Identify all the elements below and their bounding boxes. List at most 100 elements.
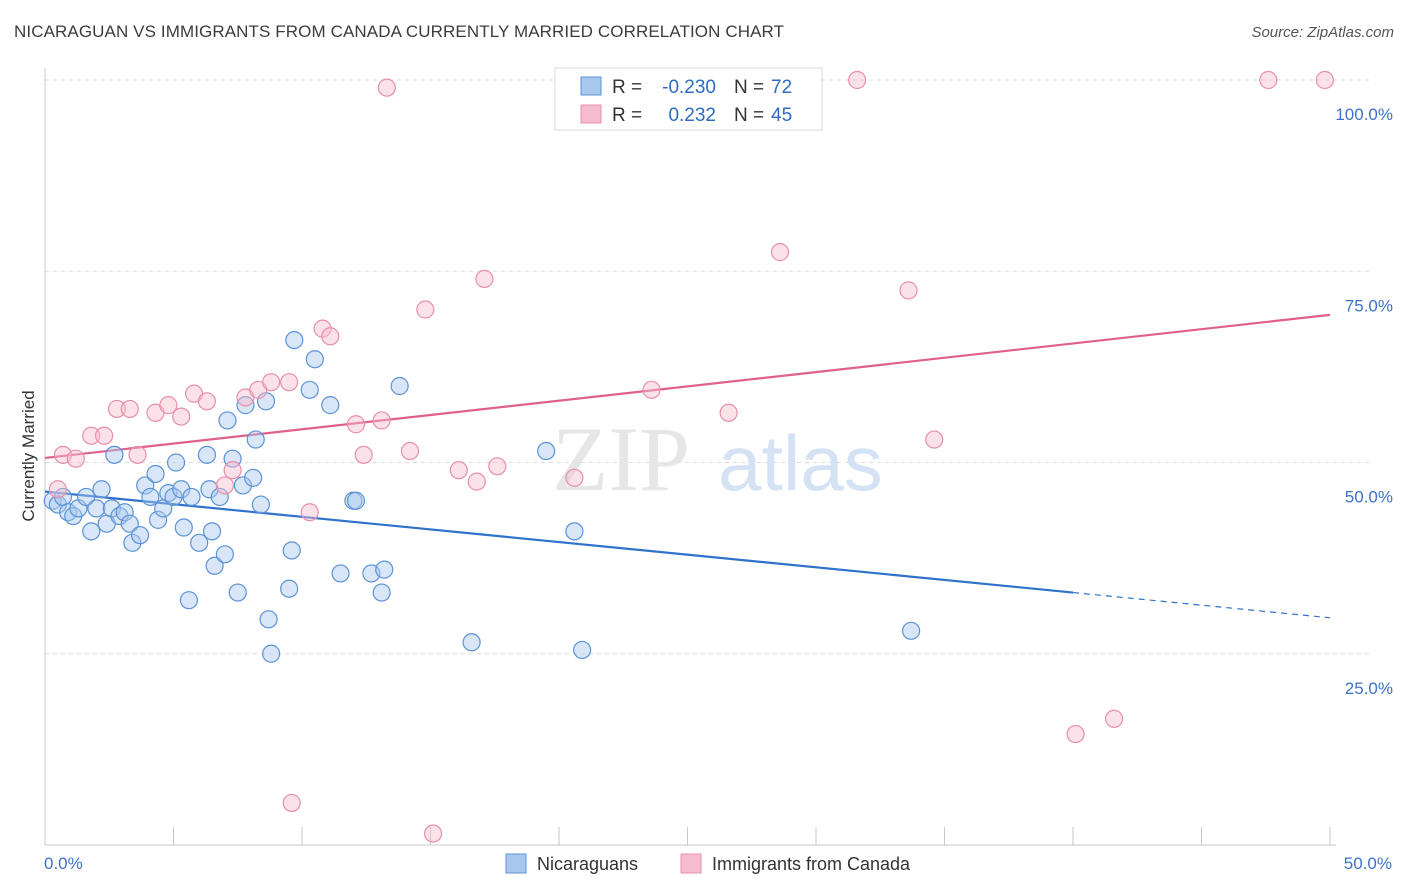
scatter-point xyxy=(48,480,67,499)
scatter-point xyxy=(107,399,127,419)
x-tick-label: 50.0% xyxy=(1344,854,1392,873)
legend-r-value: 0.232 xyxy=(668,105,716,126)
scatter-point xyxy=(174,518,193,537)
legend-n-label: N = xyxy=(734,77,764,98)
scatter-point xyxy=(82,426,101,445)
legend-n-label: N = xyxy=(734,105,764,126)
scatter-point xyxy=(346,415,366,434)
watermark-zip: ZIP xyxy=(552,408,690,510)
scatter-point xyxy=(565,522,584,541)
scatter-point xyxy=(573,640,592,660)
scatter-point xyxy=(215,476,234,495)
y-tick-label: 50.0% xyxy=(1345,488,1393,507)
scatter-point xyxy=(218,411,237,430)
scatter-point xyxy=(223,461,242,480)
legend-n-value: 72 xyxy=(771,77,792,98)
trend-lines xyxy=(44,313,1331,619)
scatter-point xyxy=(300,380,319,399)
scatter-point xyxy=(400,441,420,461)
scatter-point xyxy=(205,556,224,575)
scatter-point xyxy=(280,579,299,598)
scatter-point xyxy=(565,468,584,487)
scatter-point xyxy=(719,403,738,422)
data-points xyxy=(43,70,1334,843)
scatter-point xyxy=(66,449,85,468)
series-legend-swatch xyxy=(680,853,702,874)
correlation-legend: R = -0.230 N = 72 R = 0.232 N = 45 xyxy=(554,67,823,131)
scatter-point xyxy=(200,480,219,499)
scatter-point xyxy=(372,583,391,602)
scatter-point xyxy=(372,411,391,430)
scatter-point xyxy=(92,480,111,499)
scatter-point xyxy=(1066,724,1085,744)
y-tick-label: 100.0% xyxy=(1335,105,1393,124)
scatter-point xyxy=(280,373,299,392)
scatter-point xyxy=(130,526,150,545)
scatter-point xyxy=(282,793,301,813)
scatter-point xyxy=(159,396,178,415)
scatter-point xyxy=(390,376,409,396)
scatter-point xyxy=(190,533,209,552)
scatter-point xyxy=(141,487,160,507)
y-tick-label: 25.0% xyxy=(1345,679,1393,698)
scatter-point xyxy=(136,476,155,495)
tick-labels: 25.0% 50.0% 75.0% 100.0% 0.0% 50.0% xyxy=(44,105,1393,873)
scatter-point xyxy=(146,464,165,484)
scatter-point xyxy=(449,461,468,480)
scatter-point xyxy=(259,610,278,629)
scatter-point xyxy=(925,430,944,449)
scatter-point xyxy=(488,457,507,476)
series-legend-label: Nicaraguans xyxy=(537,854,638,874)
scatter-point xyxy=(899,281,918,300)
series-legend-label: Immigrants from Canada xyxy=(712,854,911,874)
y-axis-label: Currently Married xyxy=(19,390,38,521)
scatter-point xyxy=(537,441,556,461)
scatter-point xyxy=(423,824,443,843)
scatter-point xyxy=(416,300,435,319)
scatter-point xyxy=(82,522,101,541)
scatter-point xyxy=(321,396,340,415)
grid-lines xyxy=(45,79,1370,655)
source-credit: Source: ZipAtlas.com xyxy=(1251,24,1394,41)
chart-title: NICARAGUAN VS IMMIGRANTS FROM CANADA CUR… xyxy=(14,22,785,41)
legend-r-value: -0.230 xyxy=(662,77,716,98)
scatter-point xyxy=(164,487,183,507)
scatter-point xyxy=(228,583,247,602)
scatter-point xyxy=(901,621,921,640)
scatter-point xyxy=(148,510,168,529)
scatter-point xyxy=(1315,70,1334,90)
scatter-point xyxy=(95,426,114,445)
y-tick-label: 75.0% xyxy=(1345,296,1393,315)
scatter-point xyxy=(313,319,332,338)
scatter-point xyxy=(77,487,96,507)
scatter-point xyxy=(321,327,340,346)
series-legend: Nicaraguans Immigrants from Canada xyxy=(505,853,911,874)
scatter-point xyxy=(197,392,217,411)
scatter-point xyxy=(202,522,222,541)
x-tick-label: 0.0% xyxy=(44,854,83,873)
scatter-point xyxy=(128,445,147,464)
scatter-point xyxy=(172,407,191,426)
scatter-point xyxy=(770,243,790,262)
scatter-point xyxy=(172,480,191,499)
scatter-point xyxy=(475,269,494,288)
legend-n-value: 45 xyxy=(771,105,792,126)
scatter-point xyxy=(244,468,263,487)
scatter-point xyxy=(354,445,373,464)
scatter-point xyxy=(120,399,139,419)
scatter-point xyxy=(331,564,350,583)
scatter-point xyxy=(120,514,139,533)
scatter-point xyxy=(115,503,134,522)
scatter-point xyxy=(262,644,281,663)
scatter-point xyxy=(233,476,252,495)
scatter-point xyxy=(1105,709,1124,728)
scatter-point xyxy=(215,545,234,564)
scatter-point xyxy=(179,591,199,610)
scatter-point xyxy=(182,487,201,507)
axes xyxy=(44,68,1336,846)
scatter-point xyxy=(305,350,324,369)
legend-swatch xyxy=(580,76,602,96)
watermark: ZIP atlas xyxy=(552,408,883,510)
scatter-point xyxy=(848,70,867,90)
